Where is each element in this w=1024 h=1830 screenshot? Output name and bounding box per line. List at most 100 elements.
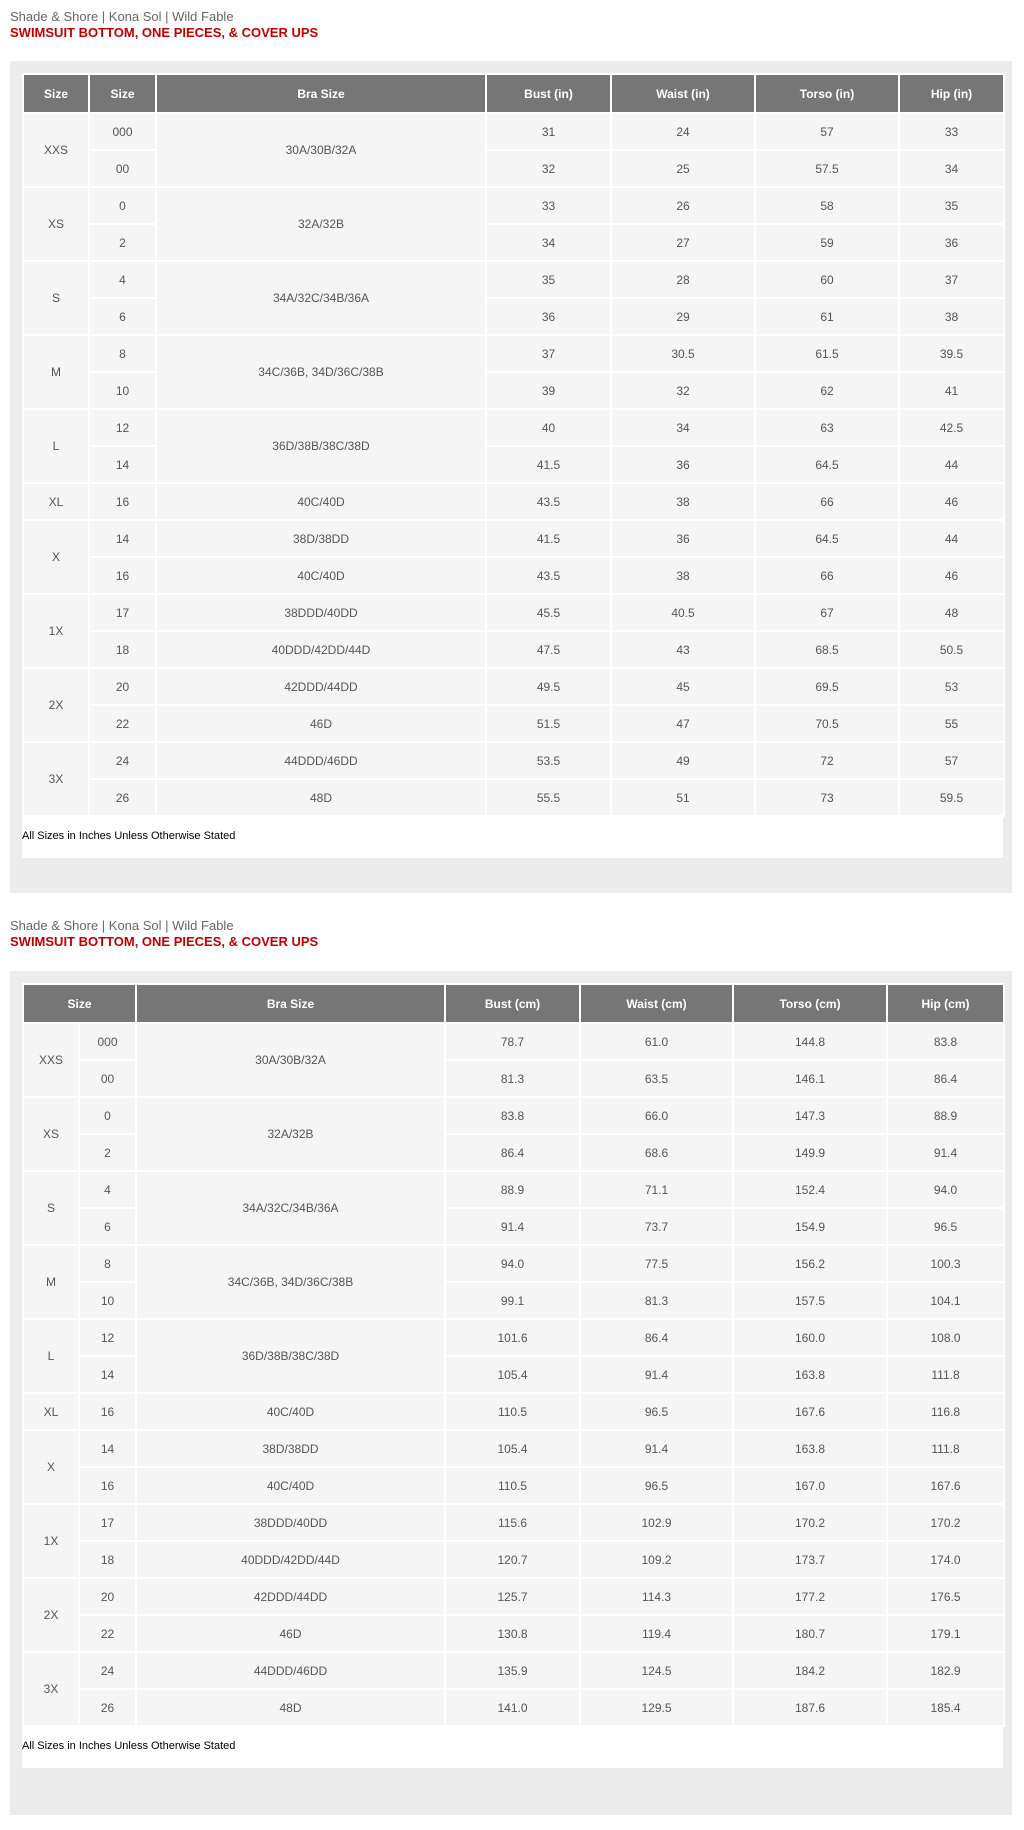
- waist-cell: 86.4: [579, 1318, 735, 1357]
- numeric-size-cell: 16: [88, 556, 157, 595]
- numeric-size-cell: 24: [77, 1651, 138, 1690]
- bust-cell: 83.8: [444, 1096, 582, 1135]
- size-label-cell: L: [22, 1318, 80, 1394]
- torso-cell: 67: [754, 593, 900, 632]
- numeric-size-cell: 16: [88, 482, 157, 521]
- torso-cell: 63: [754, 408, 900, 447]
- numeric-size-cell: 17: [77, 1503, 138, 1542]
- bra-size-cell: 42DDD/44DD: [155, 667, 487, 706]
- hip-cell: 55: [898, 704, 1005, 743]
- bra-size-cell: 34C/36B, 34D/36C/38B: [135, 1244, 447, 1320]
- waist-cell: 66.0: [579, 1096, 735, 1135]
- hip-cell: 108.0: [886, 1318, 1006, 1357]
- torso-cell: 167.6: [732, 1392, 889, 1431]
- size-table-inches: Size Size Bra Size Bust (in) Waist (in) Torso…: [22, 73, 1005, 817]
- bra-size-cell: 42DDD/44DD: [135, 1577, 447, 1616]
- torso-cell: 170.2: [732, 1503, 889, 1542]
- torso-cell: 59: [754, 223, 900, 262]
- waist-cell: 81.3: [579, 1281, 735, 1320]
- table-row: 22 46D 51.5 47 70.5 55: [23, 704, 1005, 743]
- torso-cell: 61.5: [754, 334, 900, 373]
- waist-cell: 32: [610, 371, 756, 410]
- size-label-cell: XXS: [22, 112, 90, 188]
- bust-cell: 43.5: [485, 482, 612, 521]
- waist-cell: 68.6: [579, 1133, 735, 1172]
- hip-cell: 174.0: [886, 1540, 1006, 1579]
- bra-size-cell: 44DDD/46DD: [135, 1651, 447, 1690]
- table-row: M 8 34C/36B, 34D/36C/38B 37 30.5 61.5 39.5: [22, 334, 1005, 410]
- torso-cell: 147.3: [732, 1096, 889, 1135]
- hip-cell: 104.1: [886, 1281, 1006, 1320]
- hip-cell: 176.5: [886, 1577, 1006, 1616]
- table-row: 18 40DDD/42DD/44D 47.5 43 68.5 50.5: [23, 630, 1005, 669]
- table-row: XL 16 40C/40D 110.5 96.5 167.6 116.8: [22, 1392, 1006, 1431]
- numeric-size-cell: 16: [77, 1392, 138, 1431]
- torso-cell: 60: [754, 260, 900, 299]
- hip-cell: 39.5: [898, 334, 1005, 373]
- chart-title: SWIMSUIT BOTTOM, ONE PIECES, & COVER UPS: [10, 934, 319, 949]
- bra-size-cell: 34A/32C/34B/36A: [135, 1170, 447, 1246]
- hip-cell: 88.9: [886, 1096, 1006, 1135]
- bust-cell: 41.5: [485, 445, 612, 484]
- numeric-size-cell: 6: [88, 297, 157, 336]
- size-label-cell: XS: [22, 186, 90, 262]
- numeric-size-cell: 26: [88, 778, 157, 817]
- table-row: 00 32 25 57.5 34: [23, 149, 1005, 188]
- size-label-cell: S: [22, 260, 90, 336]
- numeric-size-cell: 22: [88, 704, 157, 743]
- torso-cell: 167.0: [732, 1466, 889, 1505]
- torso-cell: 184.2: [732, 1651, 889, 1690]
- numeric-size-cell: 4: [77, 1170, 138, 1209]
- bust-cell: 125.7: [444, 1577, 582, 1616]
- bust-cell: 53.5: [485, 741, 612, 780]
- size-label-cell: 1X: [22, 1503, 80, 1579]
- torso-cell: 61: [754, 297, 900, 336]
- waist-cell: 77.5: [579, 1244, 735, 1283]
- hip-cell: 86.4: [886, 1059, 1006, 1098]
- size-label-cell: 1X: [22, 593, 90, 669]
- bust-cell: 32: [485, 149, 612, 188]
- waist-cell: 96.5: [579, 1466, 735, 1505]
- hip-cell: 36: [898, 223, 1005, 262]
- waist-cell: 45: [610, 667, 756, 706]
- table-row: 16 40C/40D 43.5 38 66 46: [23, 556, 1005, 595]
- table-row: 2 34 27 59 36: [23, 223, 1005, 262]
- waist-cell: 30.5: [610, 334, 756, 373]
- hip-cell: 167.6: [886, 1466, 1006, 1505]
- torso-cell: 154.9: [732, 1207, 889, 1246]
- bust-cell: 49.5: [485, 667, 612, 706]
- table-row: L 12 36D/38B/38C/38D 101.6 86.4 160.0 108.0: [22, 1318, 1006, 1394]
- waist-cell: 36: [610, 445, 756, 484]
- column-header: Waist (cm): [579, 983, 735, 1024]
- hip-cell: 100.3: [886, 1244, 1006, 1283]
- footnote: All Sizes in Inches Unless Otherwise Sta…: [22, 830, 236, 842]
- table-row: 10 39 32 62 41: [23, 371, 1005, 410]
- column-header: Hip (in): [898, 73, 1005, 114]
- bra-size-cell: 48D: [135, 1688, 447, 1727]
- torso-cell: 157.5: [732, 1281, 889, 1320]
- column-header: Size: [88, 73, 157, 114]
- size-label-cell: XL: [22, 1392, 80, 1431]
- size-chart-inches-panel: Size Size Bra Size Bust (in) Waist (in) Torso…: [10, 61, 1012, 893]
- bust-cell: 88.9: [444, 1170, 582, 1209]
- size-chart-cm: Size Bra Size Bust (cm) Waist (cm) Torso (cm…: [21, 983, 1006, 1768]
- waist-cell: 71.1: [579, 1170, 735, 1209]
- bust-cell: 91.4: [444, 1207, 582, 1246]
- torso-cell: 177.2: [732, 1577, 889, 1616]
- torso-cell: 156.2: [732, 1244, 889, 1283]
- numeric-size-cell: 2: [88, 223, 157, 262]
- column-header: Bust (cm): [444, 983, 582, 1024]
- torso-cell: 57: [754, 112, 900, 151]
- table-row: XXS 000 30A/30B/32A 31 24 57 33: [22, 112, 1005, 188]
- table-row: 6 91.4 73.7 154.9 96.5: [23, 1207, 1006, 1246]
- numeric-size-cell: 14: [77, 1429, 138, 1468]
- hip-cell: 44: [898, 519, 1005, 558]
- table-row: 1X 17 38DDD/40DD 115.6 102.9 170.2 170.2: [22, 1503, 1006, 1579]
- bust-cell: 110.5: [444, 1466, 582, 1505]
- size-label-cell: M: [22, 334, 90, 410]
- waist-cell: 114.3: [579, 1577, 735, 1616]
- torso-cell: 146.1: [732, 1059, 889, 1098]
- size-label-cell: S: [22, 1170, 80, 1246]
- size-label-cell: X: [22, 519, 90, 595]
- table-row: 22 46D 130.8 119.4 180.7 179.1: [23, 1614, 1006, 1653]
